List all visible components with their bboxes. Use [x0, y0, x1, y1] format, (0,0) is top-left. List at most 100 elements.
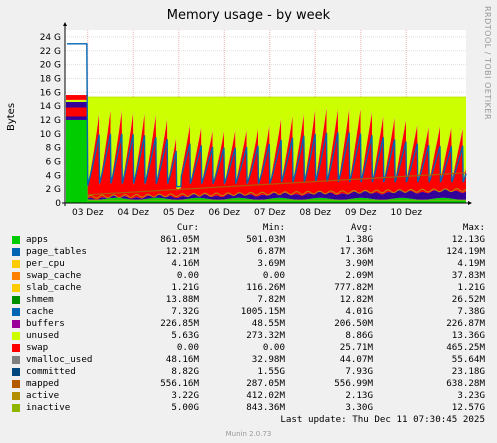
legend-cur: 7.32G — [171, 306, 199, 317]
legend-row-buffers: buffers 226.85M 48.55M 206.50M 226.87M — [0, 318, 497, 330]
legend-max: 1.21G — [457, 282, 485, 293]
legend-row-swap-cache: swap_cache 0.00 0.00 2.09M 37.83M — [0, 270, 497, 282]
legend-min: 501.03M — [246, 234, 285, 245]
legend-min: 0.00 — [262, 342, 285, 353]
legend-cur: 5.00G — [171, 402, 199, 413]
x-tick-label: 03 Dez — [72, 208, 104, 218]
legend-name: active — [26, 390, 60, 401]
legend-name: shmem — [26, 294, 54, 305]
y-tick-label: 6 G — [45, 157, 61, 167]
legend-swatch — [12, 284, 20, 292]
slab-cache-area-pre — [66, 116, 88, 120]
x-tick-label: 07 Dez — [254, 208, 286, 218]
legend-cur: 4.16M — [171, 258, 199, 269]
legend-avg: 2.13G — [345, 390, 373, 401]
footer-version: Munin 2.0.73 — [225, 430, 272, 438]
legend-name: vmalloc_used — [26, 354, 93, 365]
legend-row-page-tables: page_tables 12.21M 6.87M 17.36M 124.19M — [0, 246, 497, 258]
legend-swatch — [12, 368, 20, 376]
buffers-area-pre — [66, 107, 88, 117]
legend-cur: 12.21M — [165, 246, 199, 257]
legend-max: 3.23G — [457, 390, 485, 401]
legend-row-swap: swap 0.00 0.00 25.71M 465.25M — [0, 342, 497, 354]
legend-avg: 25.71M — [339, 342, 373, 353]
swap-area-pre — [66, 95, 88, 100]
legend-avg: 2.09M — [345, 270, 373, 281]
legend-swatch — [12, 332, 20, 340]
legend-swatch — [12, 380, 20, 388]
legend-cur: 8.82G — [171, 366, 199, 377]
x-tick-label: 08 Dez — [300, 208, 332, 218]
legend-avg: 4.01G — [345, 306, 373, 317]
legend-swatch — [12, 236, 20, 244]
legend-max: 12.57G — [451, 402, 485, 413]
legend-avg: 44.07M — [339, 354, 373, 365]
legend-max: 12.13G — [451, 234, 485, 245]
legend-name: unused — [26, 330, 60, 341]
y-tick-label: 4 G — [45, 171, 61, 181]
y-tick-label: 18 G — [40, 74, 61, 84]
legend-min: 116.26M — [246, 282, 285, 293]
legend-min: 1.55G — [257, 366, 285, 377]
legend-avg: 7.93G — [345, 366, 373, 377]
legend-row-cache: cache 7.32G 1005.15M 4.01G 7.38G — [0, 306, 497, 318]
memory-chart: 0 2 G 4 G 6 G 8 G 10 G 12 G 14 G 16 G 18 G 20 G 22 … — [6, 22, 472, 218]
mapped-line — [87, 188, 467, 199]
legend-max: 26.52M — [451, 294, 485, 305]
y-tick-label: 24 G — [40, 33, 61, 43]
last-update: Last update: Thu Dec 11 07:30:45 2025 — [280, 414, 485, 425]
legend-max: 7.38G — [457, 306, 485, 317]
legend-header-avg: Avg: — [350, 222, 373, 233]
legend-min: 843.36M — [246, 402, 285, 413]
x-tick-label: 06 Dez — [209, 208, 241, 218]
legend-max: 4.19M — [457, 258, 485, 269]
legend-name: page_tables — [26, 246, 87, 257]
legend-header-cur: Cur: — [176, 222, 199, 233]
legend-swatch — [12, 248, 20, 256]
y-tick-labels: 0 2 G 4 G 6 G 8 G 10 G 12 G 14 G 16 G 18 G 20 G 22 … — [40, 33, 62, 209]
y-axis-label: Bytes — [6, 103, 17, 131]
committed-line-pre — [67, 43, 89, 186]
legend-swatch — [12, 296, 20, 304]
legend-row-mapped: mapped 556.16M 287.05M 556.99M 638.28M — [0, 378, 497, 390]
rrdtool-watermark: RRDTOOL / TOBI OETIKER — [483, 6, 492, 121]
legend-rows: apps 861.05M 501.03M 1.38G 12.13G page_tables… — [0, 234, 497, 414]
legend-swatch — [12, 404, 20, 412]
legend-row-inactive: inactive 5.00G 843.36M 3.30G 12.57G — [0, 402, 497, 414]
legend-min: 7.82M — [257, 294, 285, 305]
legend-avg: 777.82M — [334, 282, 373, 293]
legend-header-max: Max: — [462, 222, 485, 233]
legend-name: mapped — [26, 378, 60, 389]
y-tick-label: 14 G — [40, 102, 61, 112]
legend-cur: 0.00 — [176, 270, 199, 281]
legend-min: 287.05M — [246, 378, 285, 389]
legend-cur: 3.22G — [171, 390, 199, 401]
legend-avg: 3.30G — [345, 402, 373, 413]
legend-max: 226.87M — [446, 318, 485, 329]
y-tick-label: 0 — [55, 199, 61, 209]
active-line — [87, 172, 467, 196]
x-axis-arrow — [468, 201, 472, 205]
y-tick-label: 8 G — [45, 144, 61, 154]
unused-area — [87, 97, 466, 190]
legend-header: Cur: Min: Avg: Max: — [0, 221, 497, 234]
legend-swatch — [12, 392, 20, 400]
legend-max: 124.19M — [446, 246, 485, 257]
legend-avg: 17.36M — [339, 246, 373, 257]
legend-row-committed: committed 8.82G 1.55G 7.93G 23.18G — [0, 366, 497, 378]
legend-name: inactive — [26, 402, 71, 413]
legend-max: 23.18G — [451, 366, 485, 377]
legend-avg: 3.90M — [345, 258, 373, 269]
y-tick-label: 12 G — [40, 116, 61, 126]
y-tick-label: 16 G — [40, 88, 61, 98]
legend-cur: 0.00 — [176, 342, 199, 353]
legend-name: swap — [26, 342, 49, 353]
legend-swatch — [12, 344, 20, 352]
legend-min: 6.87M — [257, 246, 285, 257]
legend-min: 1005.15M — [240, 306, 285, 317]
x-tick-label: 05 Dez — [163, 208, 195, 218]
legend-row-slab-cache: slab_cache 1.21G 116.26M 777.82M 1.21G — [0, 282, 497, 294]
x-tick-label: 09 Dez — [345, 208, 377, 218]
legend-row-unused: unused 5.63G 273.32M 8.86G 13.36G — [0, 330, 497, 342]
legend-row-apps: apps 861.05M 501.03M 1.38G 12.13G — [0, 234, 497, 246]
